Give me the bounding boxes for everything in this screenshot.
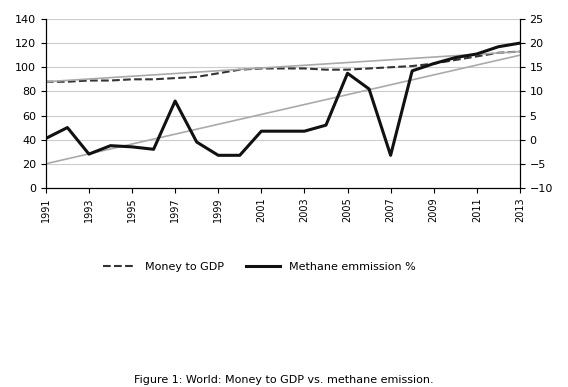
Methane emmission % (107, 143, 114, 148)
Money to GDP (128, 77, 135, 82)
Methane emmission % (323, 123, 329, 127)
Methane emmission % (193, 140, 200, 144)
Methane emmission % (344, 71, 351, 75)
Methane emmission % (279, 129, 286, 134)
Money to GDP (43, 79, 49, 84)
Money to GDP (172, 76, 178, 80)
Money to GDP (215, 71, 222, 75)
Money to GDP (107, 78, 114, 83)
Money to GDP (409, 64, 416, 68)
Line: Money to GDP: Money to GDP (46, 51, 520, 82)
Methane emmission % (64, 125, 71, 130)
Methane emmission % (366, 87, 373, 91)
Methane emmission % (215, 153, 222, 158)
Money to GDP (473, 54, 480, 59)
Methane emmission % (172, 99, 178, 103)
Methane emmission % (301, 129, 308, 134)
Money to GDP (366, 66, 373, 71)
Money to GDP (431, 61, 437, 66)
Money to GDP (258, 66, 265, 71)
Legend: Money to GDP, Methane emmission %: Money to GDP, Methane emmission % (98, 258, 420, 276)
Money to GDP (323, 67, 329, 72)
Methane emmission % (86, 152, 93, 156)
Methane emmission % (387, 153, 394, 158)
Money to GDP (387, 65, 394, 70)
Text: Figure 1: World: Money to GDP vs. methane emission.: Figure 1: World: Money to GDP vs. methan… (134, 375, 434, 385)
Money to GDP (86, 78, 93, 83)
Methane emmission % (128, 144, 135, 149)
Methane emmission % (236, 153, 243, 158)
Line: Methane emmission %: Methane emmission % (46, 43, 520, 155)
Methane emmission % (431, 61, 437, 66)
Money to GDP (279, 66, 286, 71)
Money to GDP (301, 66, 308, 71)
Methane emmission % (409, 68, 416, 73)
Money to GDP (344, 67, 351, 72)
Methane emmission % (473, 51, 480, 56)
Methane emmission % (452, 55, 459, 60)
Methane emmission % (258, 129, 265, 134)
Money to GDP (64, 79, 71, 84)
Money to GDP (452, 58, 459, 62)
Money to GDP (193, 75, 200, 79)
Money to GDP (495, 50, 502, 55)
Methane emmission % (495, 45, 502, 49)
Methane emmission % (516, 41, 523, 45)
Money to GDP (236, 67, 243, 72)
Methane emmission % (150, 147, 157, 152)
Money to GDP (150, 77, 157, 82)
Methane emmission % (43, 136, 49, 141)
Money to GDP (516, 49, 523, 54)
